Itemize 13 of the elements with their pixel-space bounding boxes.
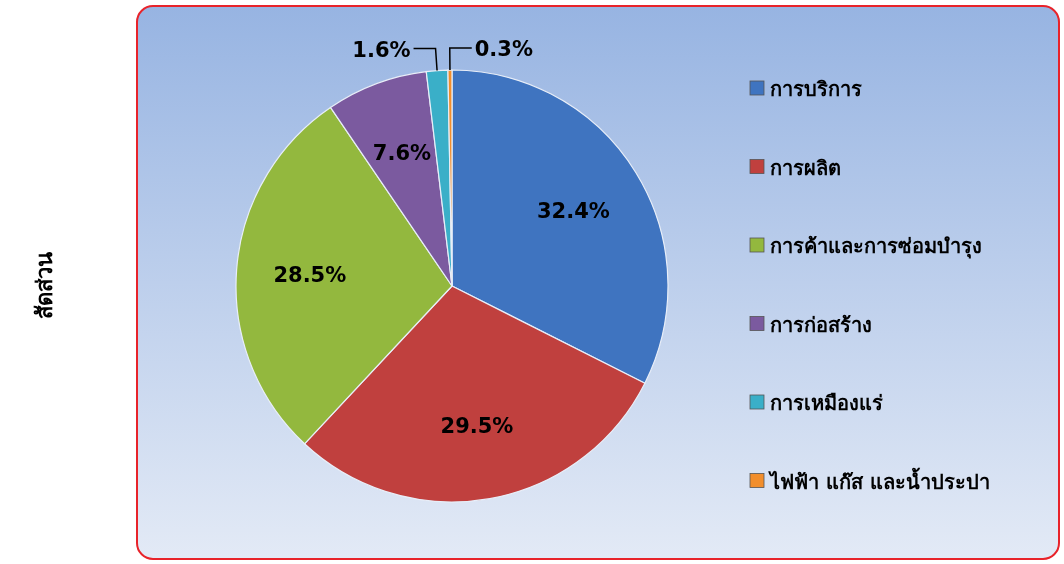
legend-label: การค้าและการซ่อมบำรุง — [770, 234, 982, 259]
legend-label: การก่อสร้าง — [770, 312, 872, 337]
legend-label: ไฟฟ้า แก๊ส และน้ำประปา — [768, 466, 990, 494]
data-label: 1.6% — [352, 37, 411, 62]
data-label: 0.3% — [474, 37, 533, 62]
text: สัดส่วน — [32, 251, 57, 319]
data-label: 32.4% — [536, 199, 610, 224]
legend-label: การบริการ — [770, 77, 862, 101]
data-label: 7.6% — [372, 140, 432, 165]
legend-label: การผลิต — [770, 155, 841, 180]
legend-label: การเหมืองแร่ — [770, 391, 883, 415]
data-label: 28.5% — [273, 263, 347, 288]
data-label: 29.5% — [440, 414, 514, 439]
